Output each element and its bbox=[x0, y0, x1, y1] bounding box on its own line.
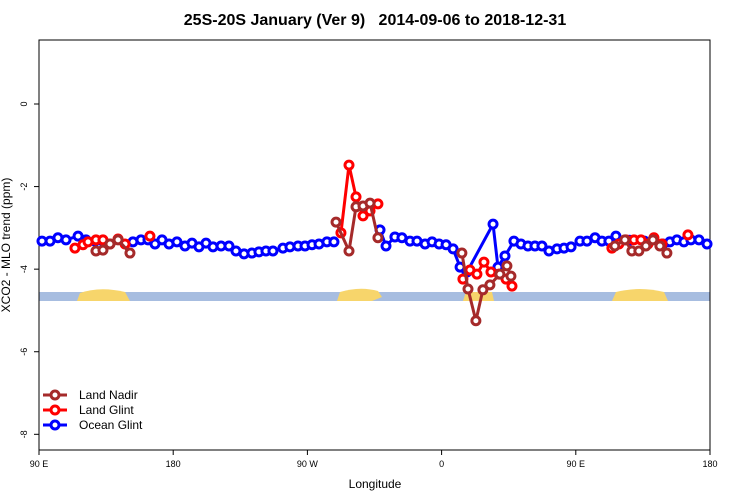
point bbox=[97, 244, 109, 256]
point bbox=[267, 245, 279, 257]
point bbox=[478, 256, 490, 268]
y-axis-label: XCO2 - MLO trend (ppm) bbox=[0, 178, 13, 313]
point bbox=[328, 236, 340, 248]
point bbox=[494, 268, 506, 280]
point bbox=[343, 159, 355, 171]
point bbox=[471, 268, 483, 280]
point bbox=[477, 284, 489, 296]
point bbox=[112, 234, 124, 246]
point bbox=[506, 280, 518, 292]
x-tick-label: 90 W bbox=[297, 459, 319, 469]
legend-marker bbox=[49, 419, 61, 431]
point bbox=[501, 260, 513, 272]
land-strip bbox=[77, 289, 130, 301]
point bbox=[682, 229, 694, 241]
point bbox=[144, 230, 156, 242]
legend-marker bbox=[49, 389, 61, 401]
y-tick-label: -2 bbox=[19, 183, 29, 191]
point bbox=[447, 243, 459, 255]
point bbox=[693, 234, 705, 246]
series-line bbox=[95, 201, 668, 322]
point bbox=[171, 236, 183, 248]
point bbox=[640, 240, 652, 252]
point bbox=[505, 270, 517, 282]
x-tick-label: 0 bbox=[439, 459, 444, 469]
point bbox=[372, 232, 384, 244]
y-tick-label: -4 bbox=[19, 265, 29, 273]
point bbox=[223, 240, 235, 252]
chart-title: 25S-20S January (Ver 9) 2014-09-06 to 20… bbox=[184, 12, 567, 29]
point bbox=[565, 241, 577, 253]
point bbox=[350, 191, 362, 203]
land-strip bbox=[612, 289, 668, 301]
point bbox=[343, 245, 355, 257]
point bbox=[470, 315, 482, 327]
x-tick-label: 90 E bbox=[30, 459, 49, 469]
land-strip bbox=[337, 288, 382, 301]
legend-label: Land Nadir bbox=[79, 388, 138, 402]
point bbox=[633, 245, 645, 257]
point bbox=[654, 240, 666, 252]
land-ocean-strip bbox=[39, 288, 710, 301]
legend-marker bbox=[49, 404, 61, 416]
point bbox=[647, 234, 659, 246]
x-tick-label: 180 bbox=[166, 459, 181, 469]
point bbox=[357, 210, 369, 222]
x-tick-label: 180 bbox=[702, 459, 717, 469]
point bbox=[60, 234, 72, 246]
point bbox=[661, 247, 673, 259]
point bbox=[124, 247, 136, 259]
point bbox=[380, 240, 392, 252]
point bbox=[456, 247, 468, 259]
point bbox=[609, 240, 621, 252]
y-tick-label: -8 bbox=[19, 430, 29, 438]
legend-label: Ocean Glint bbox=[79, 418, 143, 432]
point bbox=[462, 283, 474, 295]
point bbox=[536, 240, 548, 252]
point bbox=[104, 238, 116, 250]
legend-label: Land Glint bbox=[79, 403, 134, 417]
x-tick-label: 90 E bbox=[567, 459, 586, 469]
point bbox=[619, 234, 631, 246]
point bbox=[484, 279, 496, 291]
point bbox=[364, 197, 376, 209]
point bbox=[701, 238, 713, 250]
y-tick-label: -6 bbox=[19, 348, 29, 356]
point bbox=[499, 250, 511, 262]
point bbox=[487, 218, 499, 230]
y-tick-label: 0 bbox=[19, 101, 29, 106]
x-axis-label: Longitude bbox=[349, 477, 402, 491]
point bbox=[330, 216, 342, 228]
